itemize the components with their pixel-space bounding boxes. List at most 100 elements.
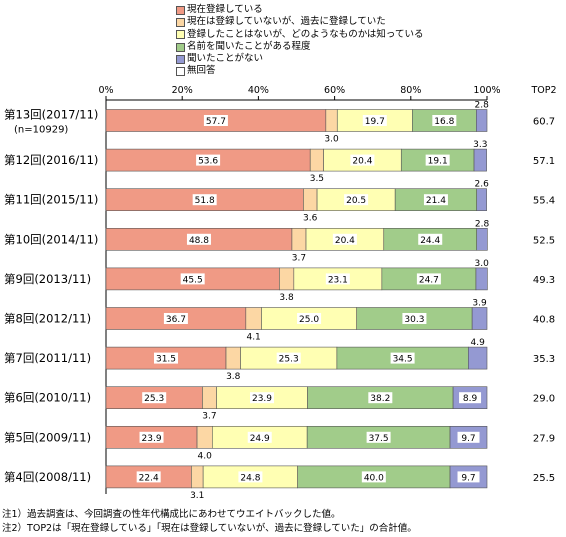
category-label: 第10回(2014/11) — [4, 232, 98, 246]
data-label: 3.0 — [475, 259, 490, 269]
legend-swatch — [176, 17, 185, 27]
legend-item: 聞いたことがない — [176, 53, 423, 65]
x-tick-label: 0% — [98, 85, 113, 96]
bar-segment — [476, 228, 488, 251]
bar-segment — [196, 425, 213, 449]
data-label: 19.7 — [365, 117, 385, 127]
data-label-bg — [154, 352, 179, 364]
data-label-bg — [136, 471, 161, 483]
data-label: 21.4 — [426, 196, 446, 206]
x-tick-label: 60% — [324, 85, 345, 96]
data-label-bg — [142, 392, 167, 404]
data-label-bg — [180, 273, 205, 285]
top2-header: TOP2 — [530, 85, 556, 96]
data-label: 37.5 — [369, 434, 389, 444]
data-label: 25.0 — [299, 315, 319, 325]
bar-segment — [325, 109, 338, 132]
category-label: 第9回(2013/11) — [4, 272, 91, 286]
top2-value: 49.3 — [533, 275, 555, 286]
legend-item: 名前を聞いたことがある程度 — [176, 41, 423, 53]
data-label-bg — [457, 471, 480, 483]
data-label: 23.9 — [142, 434, 162, 444]
category-label: 第5回(2009/11) — [4, 430, 91, 444]
data-label-bg — [366, 431, 391, 443]
data-label-bg — [186, 233, 211, 245]
bar-segment — [471, 307, 488, 330]
data-label-bg — [344, 194, 369, 206]
data-label: 36.7 — [166, 315, 186, 325]
data-label: 20.5 — [346, 196, 366, 206]
bar-segment — [476, 109, 488, 132]
bar-segment — [309, 148, 324, 172]
data-label: 38.2 — [370, 394, 390, 404]
legend-swatch — [176, 67, 185, 77]
top2-value: 40.8 — [533, 315, 555, 326]
data-label: 20.4 — [352, 157, 372, 167]
data-label-bg — [418, 233, 443, 245]
top2-value: 57.1 — [533, 156, 555, 167]
top2-value: 60.7 — [533, 117, 555, 128]
legend: 現在登録している 現在は登録していないが、過去に登録していた 登録したことはないが、… — [176, 4, 423, 78]
legend-label: 登録したことはないが、どのようなものかは知っている — [187, 28, 424, 40]
data-label-bg — [416, 273, 441, 285]
legend-swatch — [176, 54, 185, 64]
legend-label: 現在登録している — [187, 4, 263, 15]
bar-segment — [291, 228, 307, 251]
category-label: 第13回(2017/11) — [4, 108, 98, 122]
data-label: 4.1 — [246, 333, 260, 343]
x-tick-label: 100% — [473, 85, 500, 96]
data-label-bg — [425, 154, 450, 166]
data-label: 2.8 — [475, 101, 490, 111]
legend-label: 聞いたことがない — [187, 53, 264, 65]
data-label: 23.1 — [328, 275, 348, 285]
data-label: 3.7 — [292, 253, 306, 263]
data-label-bg — [432, 115, 457, 126]
data-label: 3.0 — [324, 135, 339, 145]
data-label-bg — [459, 392, 482, 404]
legend-label: 無回答 — [187, 65, 216, 77]
bar-segment — [191, 465, 204, 489]
data-label: 31.5 — [156, 355, 176, 365]
data-label: 25.3 — [279, 355, 299, 365]
data-label-bg — [423, 194, 448, 206]
data-label-bg — [362, 115, 387, 126]
legend-label: 名前を聞いたことがある程度 — [187, 40, 311, 52]
top2-value: 25.5 — [533, 473, 555, 484]
data-label: 3.8 — [226, 372, 241, 382]
data-label-bg — [390, 352, 415, 364]
data-label: 4.9 — [471, 338, 486, 348]
legend-item: 現在登録している — [176, 4, 423, 16]
data-label: 3.6 — [303, 214, 318, 224]
legend-item: 現在は登録していないが、過去に登録していた — [176, 16, 423, 28]
data-label: 24.8 — [240, 473, 260, 483]
data-label: 9.7 — [461, 473, 475, 483]
data-label: 3.3 — [473, 140, 487, 150]
data-label: 9.7 — [461, 434, 475, 444]
bar-segment — [225, 346, 241, 370]
data-label-bg — [192, 194, 217, 206]
data-label-bg — [276, 352, 301, 364]
data-label-bg — [361, 471, 386, 483]
data-label: 40.0 — [364, 473, 384, 483]
data-label: 51.8 — [195, 196, 215, 206]
category-label: 第8回(2012/11) — [4, 312, 91, 326]
top2-value: 27.9 — [533, 433, 555, 444]
legend-label: 現在は登録していないが、過去に登録していた — [187, 16, 386, 28]
data-label: 25.3 — [144, 394, 164, 404]
category-sublabel: (n=10929) — [14, 125, 68, 136]
category-label: 第4回(2008/11) — [4, 470, 91, 484]
data-label: 24.7 — [419, 275, 439, 285]
legend-swatch — [176, 30, 185, 40]
data-label-bg — [457, 431, 480, 443]
bar-segment — [476, 188, 487, 211]
data-label: 3.7 — [202, 412, 216, 422]
data-label: 3.8 — [279, 293, 294, 303]
x-tick-label: 40% — [248, 85, 269, 96]
data-label: 45.5 — [183, 275, 203, 285]
data-label: 23.9 — [252, 394, 272, 404]
bar-segment — [202, 386, 217, 410]
data-label: 3.9 — [472, 299, 487, 309]
data-label: 4.0 — [198, 451, 213, 461]
data-label-bg — [350, 154, 375, 166]
legend-item: 登録したことはないが、どのようなものかは知っている — [176, 29, 423, 41]
